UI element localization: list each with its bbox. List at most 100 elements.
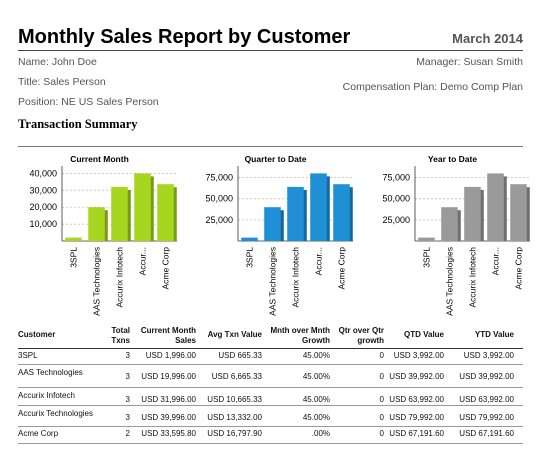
- table-cell: 0: [379, 372, 384, 381]
- x-tick-label: 3SPL: [245, 247, 255, 268]
- x-tick-label: AAS Technologies: [92, 247, 102, 316]
- bar: [510, 184, 527, 241]
- table-cell: 45.00%: [302, 395, 330, 404]
- column-header: Total Txns: [111, 326, 130, 345]
- y-tick-label: 40,000: [29, 168, 57, 178]
- column-header: Avg Txn Value: [207, 330, 262, 339]
- y-tick-label: 75,000: [205, 173, 233, 183]
- x-tick-label: AAS Technologies: [445, 247, 455, 316]
- bar: [157, 184, 174, 241]
- table-cell: USD 3,992.00: [393, 351, 444, 360]
- table-cell: 0: [379, 413, 384, 422]
- chart-title: Year to Date: [427, 154, 478, 164]
- table-cell: USD 39,992.00: [459, 372, 514, 381]
- bar: [310, 173, 327, 241]
- table-cell: 3: [125, 351, 130, 360]
- table-cell: 3: [125, 395, 130, 404]
- table-cell: 45.00%: [302, 372, 330, 381]
- section-divider: [18, 146, 523, 147]
- salesperson-position: Position: NE US Sales Person: [18, 96, 159, 108]
- x-tick-label: Accurix Infotech: [115, 247, 125, 308]
- table-cell: USD 6,665.33: [211, 372, 262, 381]
- x-tick-label: AAS Technologies: [268, 247, 278, 316]
- x-tick-label: Acme Corp: [337, 247, 347, 290]
- quarter-to-date-chart: Quarter to Date 25,000 50,000 75,000 3SPL AA…: [188, 150, 363, 320]
- row-divider: [18, 443, 523, 444]
- table-cell: USD 67,191.60: [459, 429, 514, 438]
- bar: [487, 173, 504, 241]
- table-cell: 0: [379, 351, 384, 360]
- report-date: March 2014: [452, 31, 523, 46]
- table-cell: 45.00%: [302, 351, 330, 360]
- table-cell: USD 13,332.00: [207, 413, 262, 422]
- bar: [264, 207, 281, 241]
- table-cell: USD 79,992.00: [389, 413, 444, 422]
- bar: [418, 237, 435, 241]
- row-divider: [18, 426, 523, 427]
- y-tick-label: 25,000: [205, 215, 233, 225]
- table-cell: Acme Corp: [18, 429, 59, 438]
- y-tick-label: 50,000: [382, 194, 410, 204]
- x-tick-label: Acme Corp: [514, 247, 524, 290]
- y-tick-label: 50,000: [205, 194, 233, 204]
- row-divider: [18, 387, 523, 388]
- table-cell: 0: [379, 395, 384, 404]
- current-month-chart-svg: 10,000 20,000 30,000 40,000 3SPL AAS Technolo…: [29, 166, 177, 316]
- quarter-to-date-chart-svg: 25,000 50,000 75,000 3SPL AAS Technologies Ac…: [205, 166, 353, 316]
- chart-title: Quarter to Date: [244, 154, 307, 164]
- bar: [287, 186, 304, 241]
- section-title: Transaction Summary: [18, 117, 138, 131]
- table-cell: AAS Technologies: [18, 368, 83, 377]
- table-cell: USD 39,992.00: [389, 372, 444, 381]
- title-divider: [18, 50, 523, 51]
- x-tick-label: 3SPL: [69, 247, 79, 268]
- manager-name: Manager: Susan Smith: [416, 56, 523, 68]
- bar: [88, 207, 105, 241]
- salesperson-name: Name: John Doe: [18, 56, 97, 68]
- report-title: Monthly Sales Report by Customer: [18, 26, 351, 48]
- table-cell: USD 3,992.00: [463, 351, 514, 360]
- y-tick-label: 30,000: [29, 185, 57, 195]
- table-cell: USD 665.33: [218, 351, 262, 360]
- chart-title: Current Month: [70, 154, 129, 164]
- table-cell: 45.00%: [302, 413, 330, 422]
- table-cell: Accurix Infotech: [18, 391, 75, 400]
- bar: [65, 237, 82, 241]
- table-cell: Accurix Technologies: [18, 409, 94, 418]
- y-tick-label: 25,000: [382, 215, 410, 225]
- bar: [241, 237, 258, 241]
- x-tick-label: Accur...: [138, 247, 148, 275]
- column-header: QTD Value: [403, 330, 444, 339]
- table-header-divider: [18, 348, 523, 349]
- table-cell: USD 10,665.33: [207, 395, 262, 404]
- table-cell: USD 1,996.00: [145, 351, 196, 360]
- x-tick-label: Accurix Infotech: [291, 247, 301, 308]
- table-cell: USD 79,992.00: [459, 413, 514, 422]
- table-cell: USD 63,992.00: [459, 395, 514, 404]
- row-divider: [18, 405, 523, 406]
- table-cell: USD 19,996.00: [141, 372, 196, 381]
- bar: [333, 184, 350, 241]
- x-tick-label: Accur...: [491, 247, 501, 275]
- bar: [464, 186, 481, 241]
- column-header: Customer: [18, 330, 56, 339]
- column-header: YTD Value: [474, 330, 514, 339]
- table-cell: 3: [125, 413, 130, 422]
- table-cell: USD 16,797.90: [207, 429, 262, 438]
- x-tick-label: Acme Corp: [161, 247, 171, 290]
- row-divider: [18, 364, 523, 365]
- table-cell: .00%: [311, 429, 330, 438]
- y-tick-label: 10,000: [29, 219, 57, 229]
- table-cell: USD 31,996.00: [141, 395, 196, 404]
- bar: [441, 207, 458, 241]
- table-cell: 0: [379, 429, 384, 438]
- year-to-date-chart-svg: 25,000 50,000 75,000 3SPL AAS Technologies Ac…: [382, 166, 530, 316]
- column-header: Mnth over Mnth Growth: [270, 326, 330, 345]
- table-cell: USD 67,191.60: [389, 429, 444, 438]
- year-to-date-chart: Year to Date 25,000 50,000 75,000 3SPL AAS T…: [365, 150, 540, 320]
- table-cell: 2: [125, 429, 130, 438]
- bar: [134, 173, 151, 241]
- compensation-plan: Compensation Plan: Demo Comp Plan: [342, 81, 523, 93]
- column-header: Qtr over Qtr growth: [338, 326, 384, 345]
- table-cell: USD 33,595.80: [141, 429, 196, 438]
